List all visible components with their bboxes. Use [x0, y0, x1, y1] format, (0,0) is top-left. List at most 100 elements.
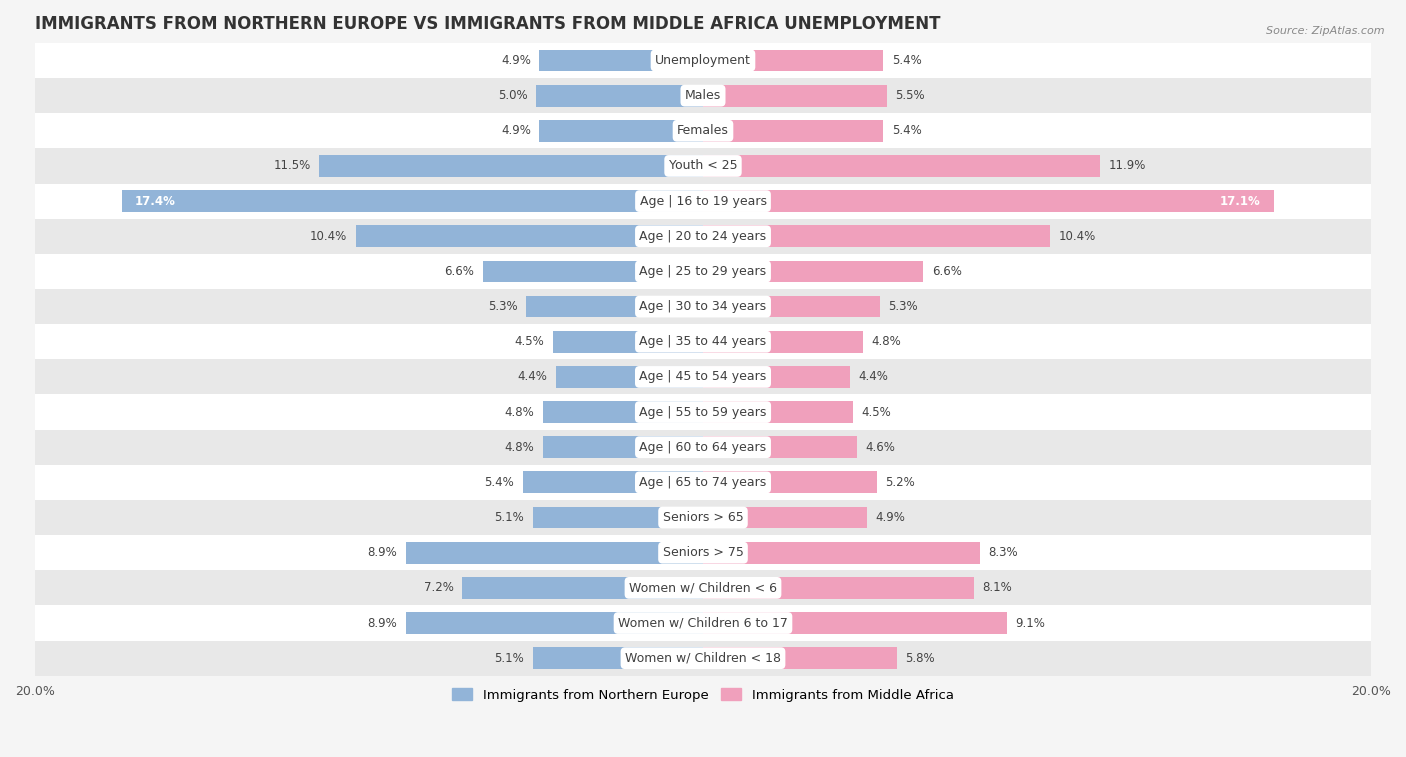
- Text: Age | 60 to 64 years: Age | 60 to 64 years: [640, 441, 766, 453]
- Text: 11.9%: 11.9%: [1109, 160, 1146, 173]
- Text: Women w/ Children < 18: Women w/ Children < 18: [626, 652, 780, 665]
- Bar: [35, 606, 1371, 640]
- Bar: [35, 570, 1371, 606]
- Text: 4.8%: 4.8%: [872, 335, 901, 348]
- Bar: [703, 401, 853, 423]
- Text: 9.1%: 9.1%: [1015, 616, 1045, 630]
- Text: 5.2%: 5.2%: [884, 476, 915, 489]
- Text: 5.5%: 5.5%: [896, 89, 925, 102]
- Bar: [35, 114, 1371, 148]
- Text: 4.6%: 4.6%: [865, 441, 894, 453]
- Text: 5.4%: 5.4%: [891, 54, 921, 67]
- Bar: [703, 226, 1050, 248]
- Bar: [319, 155, 703, 177]
- Text: 4.5%: 4.5%: [862, 406, 891, 419]
- Text: 8.9%: 8.9%: [367, 616, 398, 630]
- Text: Females: Females: [678, 124, 728, 137]
- Text: 10.4%: 10.4%: [1059, 230, 1097, 243]
- Text: Age | 16 to 19 years: Age | 16 to 19 years: [640, 195, 766, 207]
- Text: 4.4%: 4.4%: [517, 370, 548, 383]
- Bar: [35, 78, 1371, 114]
- Bar: [703, 647, 897, 669]
- Text: Males: Males: [685, 89, 721, 102]
- Bar: [553, 331, 703, 353]
- Text: 4.4%: 4.4%: [858, 370, 889, 383]
- Bar: [703, 155, 1101, 177]
- Bar: [555, 366, 703, 388]
- Bar: [35, 430, 1371, 465]
- Text: 4.9%: 4.9%: [501, 124, 531, 137]
- Bar: [35, 254, 1371, 289]
- Bar: [703, 120, 883, 142]
- Text: 8.1%: 8.1%: [981, 581, 1012, 594]
- Text: IMMIGRANTS FROM NORTHERN EUROPE VS IMMIGRANTS FROM MIDDLE AFRICA UNEMPLOYMENT: IMMIGRANTS FROM NORTHERN EUROPE VS IMMIG…: [35, 15, 941, 33]
- Text: 10.4%: 10.4%: [309, 230, 347, 243]
- Bar: [35, 394, 1371, 430]
- Text: 5.0%: 5.0%: [498, 89, 527, 102]
- Text: Age | 45 to 54 years: Age | 45 to 54 years: [640, 370, 766, 383]
- Text: 11.5%: 11.5%: [273, 160, 311, 173]
- Bar: [35, 640, 1371, 676]
- Text: Unemployment: Unemployment: [655, 54, 751, 67]
- Bar: [482, 260, 703, 282]
- Bar: [35, 360, 1371, 394]
- Bar: [703, 260, 924, 282]
- Bar: [703, 331, 863, 353]
- Bar: [406, 612, 703, 634]
- Text: 6.6%: 6.6%: [444, 265, 474, 278]
- Bar: [703, 542, 980, 564]
- Bar: [35, 500, 1371, 535]
- Text: 4.5%: 4.5%: [515, 335, 544, 348]
- Legend: Immigrants from Northern Europe, Immigrants from Middle Africa: Immigrants from Northern Europe, Immigra…: [447, 683, 959, 707]
- Text: Seniors > 75: Seniors > 75: [662, 547, 744, 559]
- Bar: [536, 85, 703, 107]
- Bar: [35, 465, 1371, 500]
- Bar: [703, 577, 973, 599]
- Bar: [35, 43, 1371, 78]
- Text: 5.8%: 5.8%: [905, 652, 935, 665]
- Text: Age | 35 to 44 years: Age | 35 to 44 years: [640, 335, 766, 348]
- Bar: [523, 472, 703, 494]
- Text: 4.8%: 4.8%: [505, 441, 534, 453]
- Bar: [543, 401, 703, 423]
- Text: 7.2%: 7.2%: [425, 581, 454, 594]
- Bar: [703, 472, 877, 494]
- Text: Age | 25 to 29 years: Age | 25 to 29 years: [640, 265, 766, 278]
- Text: 8.3%: 8.3%: [988, 547, 1018, 559]
- Bar: [703, 612, 1007, 634]
- Bar: [356, 226, 703, 248]
- Text: Youth < 25: Youth < 25: [669, 160, 737, 173]
- Text: 4.9%: 4.9%: [501, 54, 531, 67]
- Text: 17.1%: 17.1%: [1220, 195, 1261, 207]
- Bar: [35, 289, 1371, 324]
- Bar: [406, 542, 703, 564]
- Bar: [35, 535, 1371, 570]
- Bar: [526, 296, 703, 317]
- Bar: [35, 148, 1371, 183]
- Text: 5.1%: 5.1%: [495, 511, 524, 524]
- Text: 5.1%: 5.1%: [495, 652, 524, 665]
- Bar: [35, 219, 1371, 254]
- Bar: [703, 190, 1274, 212]
- Bar: [540, 120, 703, 142]
- Bar: [543, 436, 703, 458]
- Text: 6.6%: 6.6%: [932, 265, 962, 278]
- Text: 8.9%: 8.9%: [367, 547, 398, 559]
- Text: 4.8%: 4.8%: [505, 406, 534, 419]
- Text: 4.9%: 4.9%: [875, 511, 905, 524]
- Text: Age | 30 to 34 years: Age | 30 to 34 years: [640, 300, 766, 313]
- Bar: [703, 296, 880, 317]
- Text: 17.4%: 17.4%: [135, 195, 176, 207]
- Bar: [703, 85, 887, 107]
- Text: 5.4%: 5.4%: [891, 124, 921, 137]
- Text: 5.4%: 5.4%: [485, 476, 515, 489]
- Text: 5.3%: 5.3%: [488, 300, 517, 313]
- Bar: [703, 436, 856, 458]
- Text: Age | 55 to 59 years: Age | 55 to 59 years: [640, 406, 766, 419]
- Bar: [540, 49, 703, 71]
- Text: Seniors > 65: Seniors > 65: [662, 511, 744, 524]
- Bar: [463, 577, 703, 599]
- Bar: [703, 366, 851, 388]
- Bar: [35, 324, 1371, 360]
- Text: Age | 65 to 74 years: Age | 65 to 74 years: [640, 476, 766, 489]
